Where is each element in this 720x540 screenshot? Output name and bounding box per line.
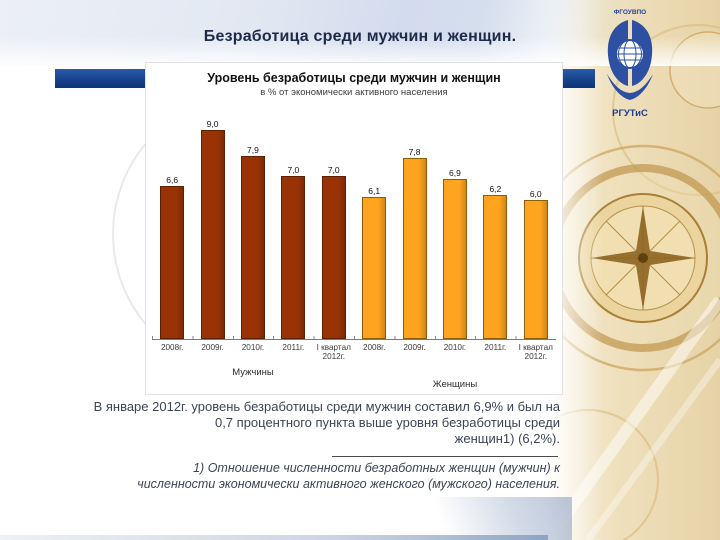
plot-area: 6,6 9,0 7,9 7,0 7,0 2008г. 2009г. 2010г. 2011г. I… (152, 103, 556, 390)
x-tick-label: 2008г. (160, 343, 184, 352)
bar-slot: 6,0 (516, 189, 556, 339)
university-logo: ФГОУВПО РГУТиС (597, 4, 663, 120)
bar-slot: 7,0 (273, 165, 313, 339)
bar-value-label: 7,9 (246, 145, 260, 155)
chart-title: Уровень безработицы среди мужчин и женщи… (207, 71, 501, 85)
x-tick-label: 2009г. (201, 343, 224, 352)
bar-value-label: 6,1 (367, 186, 382, 196)
bar (160, 186, 185, 339)
photo-shadow-smudge (432, 497, 572, 540)
bar-value-label: 7,0 (286, 165, 301, 175)
bar (402, 158, 427, 339)
bottom-accent-strip (0, 535, 720, 540)
bar-slot: 6,6 (152, 175, 192, 339)
bar (321, 176, 346, 339)
bar-value-label: 7,8 (407, 147, 422, 157)
bar-slot: 7,9 (233, 145, 273, 339)
x-axis-labels: 2008г. 2009г. 2010г. 2011г. I квартал 2012г. (354, 343, 556, 362)
bar-slot: 7,0 (314, 165, 354, 339)
x-axis-labels: 2008г. 2009г. 2010г. 2011г. I квартал 2012г. (152, 343, 354, 362)
footnote-line: численности экономически активного женск… (137, 476, 560, 491)
x-tick-label: 2010г. (443, 343, 467, 352)
bar (483, 195, 508, 339)
bar-value-label: 6,0 (528, 189, 543, 199)
bar-slot: 6,1 (354, 186, 394, 339)
body-paragraph-line: женщин1) (6,2%). (454, 430, 560, 446)
bar-value-label: 6,9 (448, 168, 462, 178)
chart-panel: Уровень безработицы среди мужчин и женщи… (145, 62, 563, 395)
logo-bottom-text: РГУТиС (612, 108, 648, 119)
chart-subtitle: в % от экономически активного населения (260, 87, 448, 98)
series-group-women: 6,1 7,8 6,9 6,2 6,0 2008г. 2009г. 2010г. 2011г. I… (354, 103, 556, 390)
bar-value-label: 6,2 (488, 184, 503, 194)
bar-slot: 7,8 (395, 147, 435, 339)
body-paragraph-line: 0,7 процентного пункта выше уровня безра… (214, 414, 560, 430)
logo-book-base (607, 74, 653, 100)
footnote-line: 1) Отношение численности безработных жен… (193, 461, 560, 475)
footnote: 1) Отношение численности безработных жен… (55, 461, 560, 492)
compass-illustration (517, 0, 720, 540)
group-label: Мужчины (232, 366, 274, 378)
bars-row: 6,6 9,0 7,9 7,0 7,0 (152, 103, 354, 340)
footnote-separator (332, 456, 558, 457)
bar (281, 176, 306, 339)
bar-slot: 9,0 (193, 119, 233, 339)
bar-value-label: 7,0 (326, 165, 341, 175)
x-tick-label: 2010г. (241, 343, 265, 352)
x-tick-label: I квартал 2012г. (518, 343, 553, 362)
compass-photo (517, 0, 720, 540)
x-tick-label: 2009г. (403, 343, 426, 352)
logo-top-text: ФГОУВПО (614, 9, 647, 16)
body-paragraph: В январе 2012г. уровень безработицы сред… (55, 399, 560, 447)
bar-value-label: 6,6 (165, 175, 180, 185)
x-tick-label: 2011г. (484, 343, 507, 352)
bar-slot: 6,2 (475, 184, 515, 339)
bar (362, 197, 387, 339)
x-tick-label: 2011г. (282, 343, 305, 352)
bars-row: 6,1 7,8 6,9 6,2 6,0 (354, 103, 556, 340)
x-tick-label: I квартал 2012г. (316, 343, 351, 362)
bar-value-label: 9,0 (205, 119, 220, 129)
group-label: Женщины (432, 378, 478, 390)
bar (442, 179, 467, 339)
bar (200, 130, 225, 339)
bar (523, 200, 548, 339)
bar (240, 156, 265, 339)
bar-slot: 6,9 (435, 168, 475, 339)
x-tick-label: 2008г. (362, 343, 386, 352)
body-paragraph-line: В январе 2012г. уровень безработицы сред… (93, 399, 560, 414)
series-group-men: 6,6 9,0 7,9 7,0 7,0 2008г. 2009г. 2010г. 2011г. I… (152, 103, 354, 390)
